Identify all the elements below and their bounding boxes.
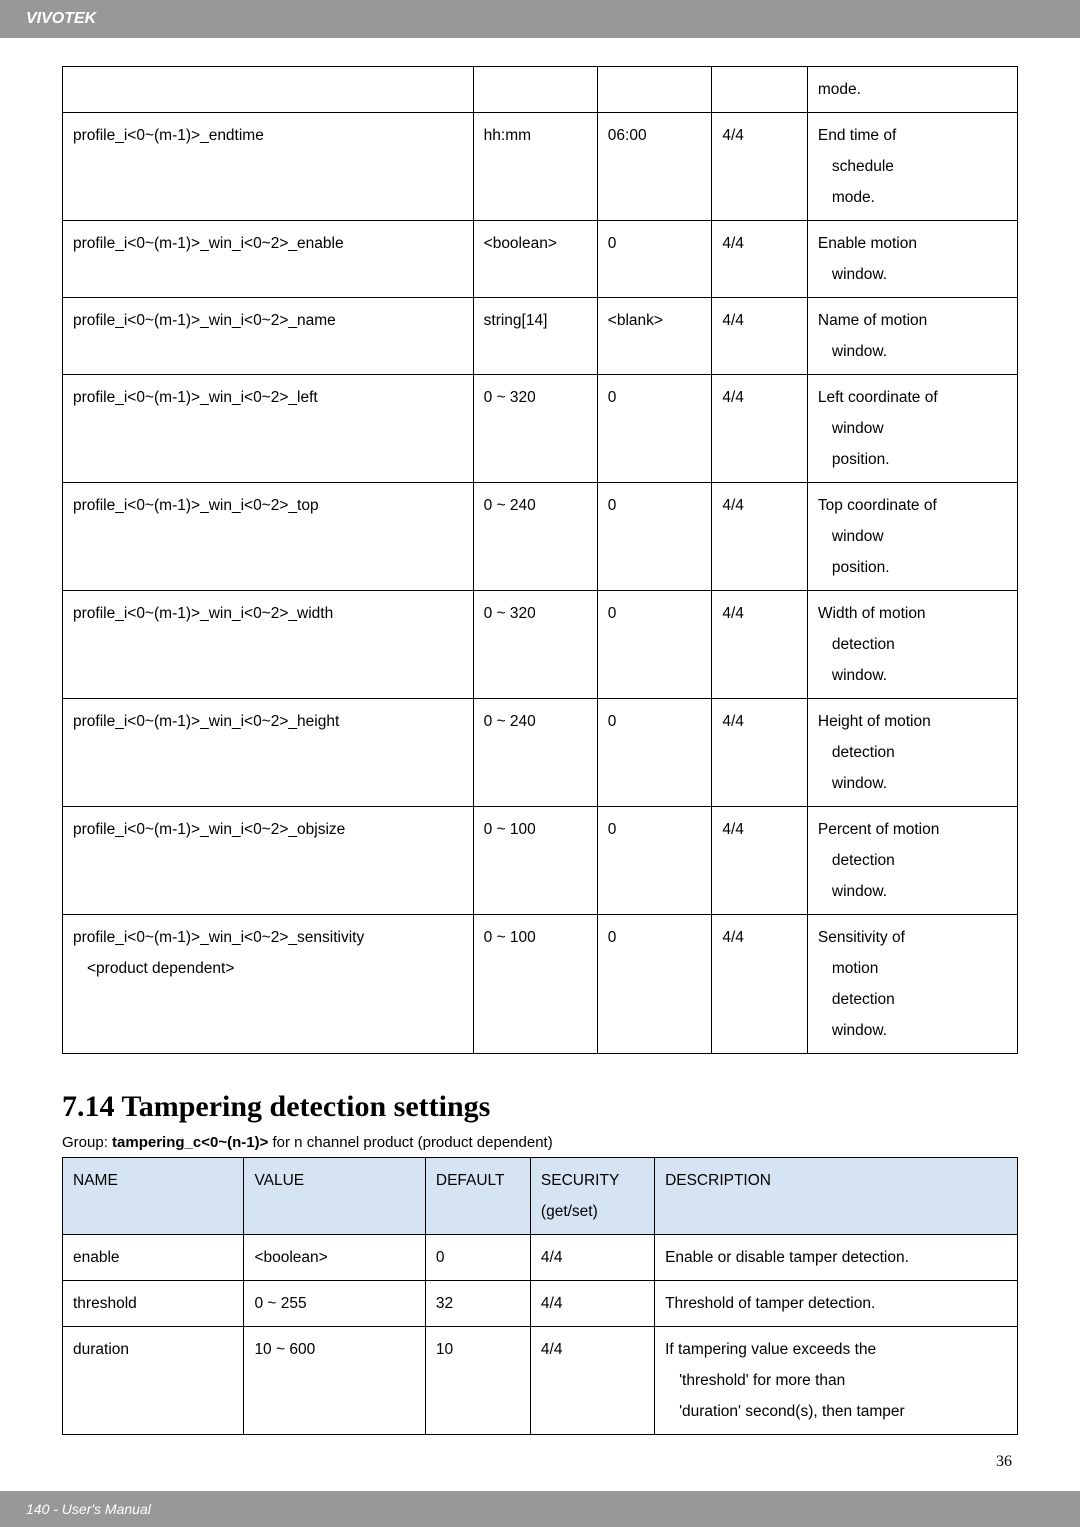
table-row: profile_i<0~(m-1)>_win_i<0~2>_width0 ~ 3…: [63, 591, 1018, 699]
table-row: profile_i<0~(m-1)>_win_i<0~2>_top0 ~ 240…: [63, 483, 1018, 591]
param-default: 0: [597, 699, 712, 807]
col-default: DEFAULT: [425, 1158, 530, 1235]
group-description: Group: tampering_c<0~(n-1)> for n channe…: [62, 1134, 1018, 1151]
tampering-table: NAME VALUE DEFAULT SECURITY(get/set) DES…: [62, 1157, 1018, 1435]
param-security: 4/4: [712, 298, 808, 375]
param-desc: mode.: [807, 67, 1017, 113]
param-security: 4/4: [712, 915, 808, 1054]
param-value: 0 ~ 320: [473, 375, 597, 483]
table-row: profile_i<0~(m-1)>_win_i<0~2>_left0 ~ 32…: [63, 375, 1018, 483]
param-name: profile_i<0~(m-1)>_win_i<0~2>_sensitivit…: [63, 915, 474, 1054]
table-row: profile_i<0~(m-1)>_win_i<0~2>_objsize0 ~…: [63, 807, 1018, 915]
param-security: 4/4: [712, 375, 808, 483]
page-footer: 140 - User's Manual: [0, 1491, 1080, 1527]
param-value: string[14]: [473, 298, 597, 375]
param-security: 4/4: [712, 221, 808, 298]
col-security: SECURITY(get/set): [530, 1158, 654, 1235]
page-content: mode.profile_i<0~(m-1)>_endtimehh:mm06:0…: [0, 38, 1080, 1491]
param-value: 0 ~ 320: [473, 591, 597, 699]
param-value: 10 ~ 600: [244, 1327, 425, 1435]
table-row: enable<boolean>04/4Enable or disable tam…: [63, 1235, 1018, 1281]
param-desc: Threshold of tamper detection.: [655, 1281, 1018, 1327]
param-value: 0 ~ 255: [244, 1281, 425, 1327]
param-desc: Left coordinate ofwindowposition.: [807, 375, 1017, 483]
col-description: DESCRIPTION: [655, 1158, 1018, 1235]
table-row: profile_i<0~(m-1)>_win_i<0~2>_sensitivit…: [63, 915, 1018, 1054]
param-default: 0: [597, 591, 712, 699]
param-security: 4/4: [712, 699, 808, 807]
param-name: profile_i<0~(m-1)>_win_i<0~2>_height: [63, 699, 474, 807]
table-row: profile_i<0~(m-1)>_win_i<0~2>_height0 ~ …: [63, 699, 1018, 807]
param-name: profile_i<0~(m-1)>_win_i<0~2>_enable: [63, 221, 474, 298]
param-default: 0: [597, 807, 712, 915]
table-row: profile_i<0~(m-1)>_win_i<0~2>_namestring…: [63, 298, 1018, 375]
param-name: profile_i<0~(m-1)>_win_i<0~2>_name: [63, 298, 474, 375]
col-name: NAME: [63, 1158, 244, 1235]
param-default: 0: [597, 221, 712, 298]
param-value: 0 ~ 240: [473, 483, 597, 591]
param-name: duration: [63, 1327, 244, 1435]
param-default: 32: [425, 1281, 530, 1327]
param-security: 4/4: [530, 1327, 654, 1435]
param-security: 4/4: [530, 1281, 654, 1327]
param-default: 0: [597, 375, 712, 483]
param-desc: Height of motiondetectionwindow.: [807, 699, 1017, 807]
parameters-table: mode.profile_i<0~(m-1)>_endtimehh:mm06:0…: [62, 66, 1018, 1054]
param-name: profile_i<0~(m-1)>_win_i<0~2>_left: [63, 375, 474, 483]
param-default: 10: [425, 1327, 530, 1435]
page-number: 36: [62, 1453, 1018, 1471]
param-desc: Top coordinate ofwindowposition.: [807, 483, 1017, 591]
param-default: 0: [425, 1235, 530, 1281]
param-desc: Sensitivity ofmotiondetectionwindow.: [807, 915, 1017, 1054]
param-default: 0: [597, 483, 712, 591]
param-name: profile_i<0~(m-1)>_endtime: [63, 113, 474, 221]
table-row: mode.: [63, 67, 1018, 113]
param-default: 0: [597, 915, 712, 1054]
param-desc: Enable motionwindow.: [807, 221, 1017, 298]
page-header: VIVOTEK: [0, 0, 1080, 38]
param-value: 0 ~ 100: [473, 807, 597, 915]
param-name: profile_i<0~(m-1)>_win_i<0~2>_objsize: [63, 807, 474, 915]
param-name: threshold: [63, 1281, 244, 1327]
param-desc: Percent of motiondetectionwindow.: [807, 807, 1017, 915]
param-security: 4/4: [712, 807, 808, 915]
param-value: [473, 67, 597, 113]
section-heading: 7.14 Tampering detection settings: [62, 1090, 1018, 1124]
table-row: threshold0 ~ 255324/4Threshold of tamper…: [63, 1281, 1018, 1327]
param-security: 4/4: [712, 113, 808, 221]
param-desc: If tampering value exceeds the'threshold…: [655, 1327, 1018, 1435]
param-default: 06:00: [597, 113, 712, 221]
param-security: 4/4: [712, 591, 808, 699]
param-default: [597, 67, 712, 113]
brand-text: VIVOTEK: [26, 10, 96, 27]
param-value: 0 ~ 100: [473, 915, 597, 1054]
param-name: [63, 67, 474, 113]
param-name: profile_i<0~(m-1)>_win_i<0~2>_width: [63, 591, 474, 699]
footer-text: 140 - User's Manual: [26, 1501, 151, 1517]
param-desc: Enable or disable tamper detection.: [655, 1235, 1018, 1281]
param-security: [712, 67, 808, 113]
param-name: enable: [63, 1235, 244, 1281]
group-prefix: Group:: [62, 1134, 112, 1151]
param-value: <boolean>: [473, 221, 597, 298]
param-default: <blank>: [597, 298, 712, 375]
table-row: profile_i<0~(m-1)>_win_i<0~2>_enable<boo…: [63, 221, 1018, 298]
group-name: tampering_c<0~(n-1)>: [112, 1134, 268, 1151]
param-security: 4/4: [712, 483, 808, 591]
param-value: hh:mm: [473, 113, 597, 221]
param-desc: Name of motionwindow.: [807, 298, 1017, 375]
group-suffix: for n channel product (product dependent…: [268, 1134, 552, 1151]
param-security: 4/4: [530, 1235, 654, 1281]
table-row: duration10 ~ 600104/4If tampering value …: [63, 1327, 1018, 1435]
col-value: VALUE: [244, 1158, 425, 1235]
param-desc: Width of motiondetectionwindow.: [807, 591, 1017, 699]
param-name: profile_i<0~(m-1)>_win_i<0~2>_top: [63, 483, 474, 591]
table-header-row: NAME VALUE DEFAULT SECURITY(get/set) DES…: [63, 1158, 1018, 1235]
param-desc: End time ofschedulemode.: [807, 113, 1017, 221]
param-value: 0 ~ 240: [473, 699, 597, 807]
param-value: <boolean>: [244, 1235, 425, 1281]
table-row: profile_i<0~(m-1)>_endtimehh:mm06:004/4E…: [63, 113, 1018, 221]
